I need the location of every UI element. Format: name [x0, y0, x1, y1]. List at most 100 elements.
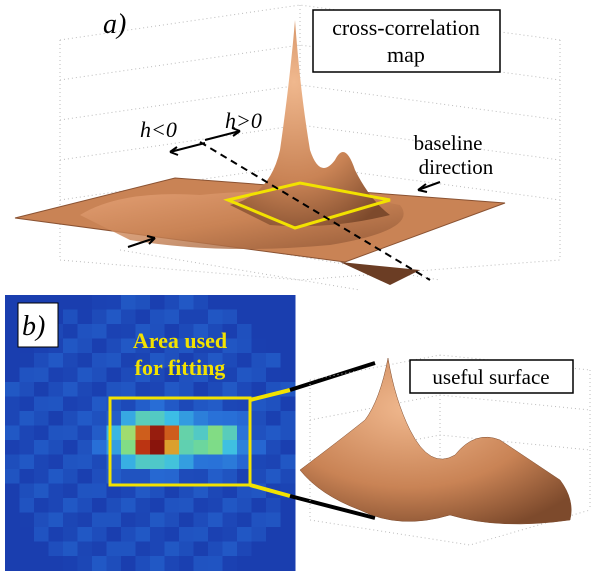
heat-cell	[135, 353, 151, 368]
heat-cell	[266, 324, 281, 339]
heat-cell	[280, 324, 296, 339]
heat-cell	[77, 498, 93, 513]
heat-cell	[222, 512, 238, 528]
heat-cell	[193, 396, 209, 412]
heat-cell	[63, 469, 78, 484]
heat-cell	[150, 338, 165, 354]
heat-cell	[63, 338, 78, 354]
heat-cell	[237, 440, 252, 455]
heat-cell	[164, 556, 180, 571]
heat-cell	[135, 309, 151, 325]
arrow	[169, 142, 206, 156]
heat-cell	[251, 556, 267, 571]
heat-cell	[222, 411, 238, 426]
heat-cell	[237, 512, 252, 528]
heat-cell	[208, 367, 223, 383]
heat-cell	[193, 541, 209, 557]
heat-cell	[193, 382, 209, 397]
heat-cell	[121, 541, 136, 557]
baseline-label: baseline	[414, 131, 483, 155]
heat-cell	[266, 295, 281, 310]
heat-cell	[222, 338, 238, 354]
heat-cell	[280, 425, 296, 441]
heat-cell	[92, 498, 107, 513]
heat-cell	[63, 411, 78, 426]
heat-cell	[251, 353, 267, 368]
heat-cell	[150, 454, 165, 470]
heat-cell	[121, 556, 136, 571]
heat-cell	[251, 309, 267, 325]
heat-cell	[251, 498, 267, 513]
heat-cell	[280, 411, 296, 426]
heat-cell	[193, 440, 209, 455]
h-positive: h>0	[225, 108, 262, 133]
heat-cell	[48, 512, 64, 528]
heat-cell	[150, 324, 165, 339]
heat-cell	[106, 295, 122, 310]
heat-cell	[251, 411, 267, 426]
heat-cell	[266, 469, 281, 484]
heat-cell	[164, 440, 180, 455]
area-label: for fitting	[135, 355, 226, 380]
heat-cell	[193, 295, 209, 310]
heat-cell	[222, 309, 238, 325]
heat-cell	[164, 469, 180, 484]
heat-cell	[34, 541, 49, 557]
heat-cell	[48, 527, 64, 542]
heat-cell	[77, 541, 93, 557]
heat-cell	[92, 527, 107, 542]
heat-cell	[63, 527, 78, 542]
heat-cell	[150, 440, 165, 455]
heat-cell	[222, 382, 238, 397]
heat-cell	[92, 295, 107, 310]
heat-cell	[19, 454, 35, 470]
heat-cell	[266, 440, 281, 455]
heat-cell	[280, 338, 296, 354]
heat-cell	[77, 324, 93, 339]
heat-cell	[92, 396, 107, 412]
heat-cell	[106, 556, 122, 571]
heat-cell	[135, 483, 151, 499]
heat-cell	[19, 425, 35, 441]
heat-cell	[237, 425, 252, 441]
surface-label: useful surface	[432, 365, 549, 389]
heat-cell	[19, 512, 35, 528]
heat-cell	[164, 396, 180, 412]
panel-b: b) Area used for fitting useful surface	[5, 295, 591, 571]
heat-cell	[106, 382, 122, 397]
heat-cell	[5, 483, 20, 499]
heat-cell	[208, 353, 223, 368]
heat-cell	[179, 367, 194, 383]
heat-cell	[193, 309, 209, 325]
heat-cell	[193, 425, 209, 441]
heat-cell	[222, 353, 238, 368]
heat-cell	[121, 469, 136, 484]
heat-cell	[237, 295, 252, 310]
heat-cell	[106, 324, 122, 339]
connector	[249, 388, 291, 402]
heat-cell	[121, 382, 136, 397]
heat-cell	[48, 498, 64, 513]
heat-cell	[150, 425, 165, 441]
heat-cell	[266, 454, 281, 470]
heat-cell	[135, 324, 151, 339]
heat-cell	[179, 324, 194, 339]
heat-cell	[19, 440, 35, 455]
baseline	[199, 141, 431, 281]
heat-cell	[135, 556, 151, 571]
heat-cell	[135, 454, 151, 470]
heat-cell	[48, 454, 64, 470]
heat-cell	[5, 382, 20, 397]
heat-cell	[92, 454, 107, 470]
heat-cell	[164, 454, 180, 470]
heat-cell	[19, 396, 35, 412]
heat-cell	[179, 469, 194, 484]
heat-cell	[77, 440, 93, 455]
heat-cell	[77, 556, 93, 571]
heat-cell	[280, 295, 296, 310]
heat-cell	[106, 353, 122, 368]
heat-cell	[63, 541, 78, 557]
heat-cell	[92, 411, 107, 426]
heat-cell	[34, 353, 49, 368]
heat-cell	[5, 396, 20, 412]
